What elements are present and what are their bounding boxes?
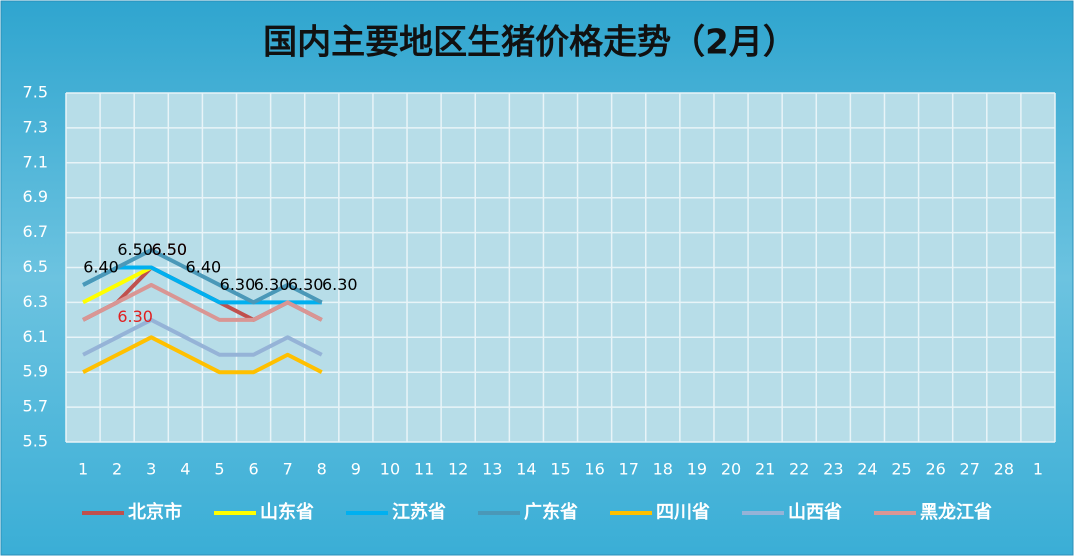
y-tick-label: 5.9	[23, 362, 48, 381]
series-line	[82, 282, 323, 322]
data-label: 6.30	[254, 275, 290, 294]
x-tick-label: 3	[146, 460, 156, 479]
x-tick-label: 10	[380, 460, 400, 479]
y-tick-label: 7.5	[23, 83, 48, 102]
x-tick-label: 4	[180, 460, 190, 479]
x-tick-label: 15	[550, 460, 570, 479]
x-tick-label: 19	[687, 460, 707, 479]
y-tick-label: 6.5	[23, 257, 48, 276]
x-tick-label: 26	[925, 460, 945, 479]
x-tick-label: 22	[789, 460, 809, 479]
series-line	[82, 265, 322, 305]
x-tick-label: 6	[248, 460, 258, 479]
x-tick-label: 25	[891, 460, 911, 479]
x-tick-label: 2	[112, 460, 122, 479]
series-line	[82, 248, 323, 305]
x-tick-label: 27	[960, 460, 980, 479]
x-tick-label: 23	[823, 460, 843, 479]
data-label: 6.40	[186, 257, 222, 276]
y-tick-label: 6.7	[23, 222, 48, 241]
y-tick-label: 5.7	[23, 397, 48, 416]
x-tick-label: 1	[1033, 460, 1043, 479]
x-tick-label: 11	[414, 460, 434, 479]
y-tick-label: 6.3	[23, 292, 48, 311]
series-line	[82, 317, 323, 357]
x-tick-label: 20	[721, 460, 741, 479]
y-tick-label: 7.3	[23, 117, 48, 136]
series-line	[82, 265, 153, 305]
x-tick-label: 9	[351, 460, 361, 479]
legend-label: 山东省	[260, 501, 314, 523]
legend-label: 北京市	[128, 501, 182, 523]
data-label: 6.50	[151, 240, 187, 259]
legend-label: 广东省	[524, 501, 578, 523]
x-tick-label: 8	[317, 460, 327, 479]
data-label: 6.30	[322, 275, 358, 294]
x-tick-label: 7	[283, 460, 293, 479]
x-tick-label: 18	[653, 460, 673, 479]
x-tick-label: 24	[857, 460, 877, 479]
data-label: 6.50	[117, 240, 153, 259]
x-tick-label: 28	[994, 460, 1014, 479]
legend-label: 江苏省	[392, 501, 446, 523]
x-tick-label: 12	[448, 460, 468, 479]
data-label: 6.50	[151, 240, 187, 259]
y-tick-label: 6.1	[23, 327, 48, 346]
data-label: 6.40	[83, 257, 119, 276]
data-label: 6.30	[288, 275, 324, 294]
y-tick-label: 5.5	[23, 432, 48, 451]
x-tick-label: 17	[619, 460, 639, 479]
legend-label: 山西省	[788, 501, 842, 523]
y-tick-label: 7.1	[23, 152, 48, 171]
x-tick-label: 1	[78, 460, 88, 479]
x-tick-label: 13	[482, 460, 502, 479]
x-tick-label: 5	[214, 460, 224, 479]
legend-label: 四川省	[656, 501, 710, 523]
legend-label: 黑龙江省	[920, 501, 992, 523]
series-line	[82, 335, 323, 375]
chart-title: 国内主要地区生猪价格走势（2月）	[263, 23, 797, 63]
data-label: 6.30	[220, 275, 256, 294]
x-tick-label: 21	[755, 460, 775, 479]
y-tick-label: 6.9	[23, 187, 48, 206]
data-label: 6.30	[117, 307, 153, 326]
x-tick-label: 16	[584, 460, 604, 479]
x-tick-label: 14	[516, 460, 536, 479]
